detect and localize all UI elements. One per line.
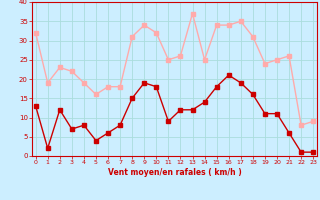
X-axis label: Vent moyen/en rafales ( km/h ): Vent moyen/en rafales ( km/h ) — [108, 168, 241, 177]
